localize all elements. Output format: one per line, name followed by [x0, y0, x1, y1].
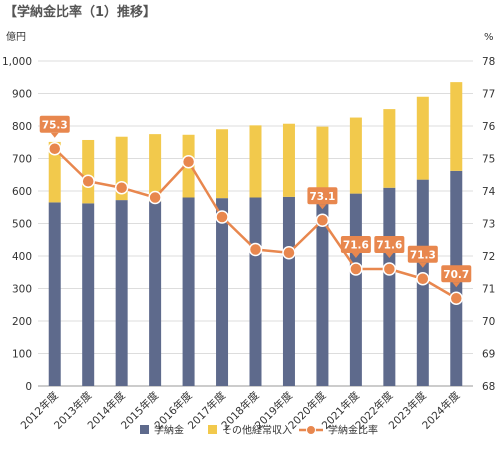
bar-other-income: [450, 82, 463, 171]
data-label-box: [407, 245, 438, 263]
ratio-point: [349, 262, 363, 276]
right-tick-label: 76: [482, 121, 496, 133]
data-labels: 75.3 73.1 71.6 71.6 71.3 70.7: [39, 115, 472, 288]
data-label: 75.3: [42, 119, 68, 131]
data-label-pointer: [418, 262, 427, 268]
ratio-point: [114, 181, 129, 195]
ratio-point: [416, 272, 430, 286]
bar-other-income: [282, 123, 295, 197]
bar-tuition: [316, 195, 329, 386]
bar-tuition: [249, 197, 262, 386]
data-label-box: [374, 236, 405, 253]
left-tick-label: 700: [12, 154, 32, 166]
ratio-point: [47, 142, 62, 156]
data-label: 71.6: [376, 240, 402, 252]
bar-tuition: [282, 196, 295, 386]
left-axis-unit: 億円: [6, 30, 26, 43]
bar-other-income: [82, 139, 95, 204]
data-label-pointer: [50, 132, 59, 138]
data-label-box: [441, 265, 472, 283]
bar-other-income: [48, 141, 61, 203]
ratio-point: [248, 242, 263, 257]
data-label: 71.6: [343, 240, 369, 252]
legend: 学納金 その他経常収入 学納金比率: [140, 424, 378, 437]
legend-label-ratio: 学納金比率: [328, 424, 378, 437]
left-tick-label: 300: [12, 284, 32, 296]
right-tick-label: 78: [482, 56, 495, 68]
data-label-box: [307, 187, 338, 205]
ratio-point: [215, 210, 229, 224]
legend-label-other-income: その他経常収入: [222, 424, 292, 437]
bar-tuition: [149, 201, 162, 386]
data-label-pointer: [318, 204, 327, 210]
data-label-box: [39, 115, 70, 133]
ratio-point: [315, 213, 330, 227]
bar-tuition: [82, 203, 95, 386]
data-label: 73.1: [309, 191, 335, 203]
right-tick-label: 68: [482, 381, 495, 393]
left-tick-label: 500: [12, 219, 32, 231]
chart-title: 【学納金比率（1）推移】: [4, 4, 156, 20]
left-tick-label: 100: [12, 349, 32, 361]
data-label: 70.7: [443, 269, 469, 281]
left-tick-label: 800: [12, 121, 32, 133]
ratio-point: [449, 291, 464, 305]
bar-other-income: [349, 117, 362, 194]
bar-other-income: [149, 134, 162, 202]
right-tick-label: 70: [482, 316, 495, 328]
right-tick-label: 75: [482, 154, 495, 166]
data-label-box: [340, 236, 371, 253]
x-tick-label: 2024年度: [419, 389, 462, 432]
bar-other-income: [383, 109, 396, 188]
bar-tuition: [115, 200, 128, 386]
bar-other-income: [316, 126, 329, 196]
right-tick-label: 69: [482, 349, 495, 361]
legend-label-tuition: 学納金: [154, 424, 184, 437]
left-tick-label: 0: [25, 381, 32, 393]
ratio-point: [148, 190, 162, 205]
ratio-point: [181, 155, 196, 169]
bar-tuition: [349, 193, 362, 386]
data-label: 71.3: [410, 249, 436, 261]
legend-marker-ratio: [306, 425, 316, 435]
bar-other-income: [216, 129, 229, 199]
data-label-pointer: [385, 253, 394, 258]
bar-tuition: [48, 202, 61, 386]
legend-swatch-tuition: [140, 425, 149, 434]
right-tick-label: 74: [482, 186, 496, 198]
bar-tuition: [182, 197, 195, 386]
left-tick-label: 1,000: [2, 56, 32, 68]
left-tick-label: 600: [12, 186, 32, 198]
legend-swatch-other-income: [208, 425, 217, 434]
left-tick-label: 400: [12, 251, 32, 263]
ratio-point: [81, 174, 95, 188]
bars: [48, 82, 463, 386]
right-axis-unit: %: [484, 32, 494, 43]
right-tick-label: 77: [482, 89, 495, 101]
ratio-line: [47, 142, 464, 305]
right-tick-label: 72: [482, 251, 495, 263]
bar-other-income: [249, 125, 262, 198]
ratio-point: [382, 262, 397, 276]
data-label-pointer: [452, 282, 461, 288]
bar-other-income: [416, 96, 429, 180]
right-tick-label: 71: [482, 284, 495, 296]
bar-tuition: [216, 198, 229, 386]
data-label-pointer: [351, 253, 360, 258]
right-tick-label: 73: [482, 219, 495, 231]
bar-tuition: [383, 187, 396, 386]
left-tick-label: 900: [12, 89, 32, 101]
left-tick-label: 200: [12, 316, 32, 328]
ratio-point: [282, 246, 296, 260]
